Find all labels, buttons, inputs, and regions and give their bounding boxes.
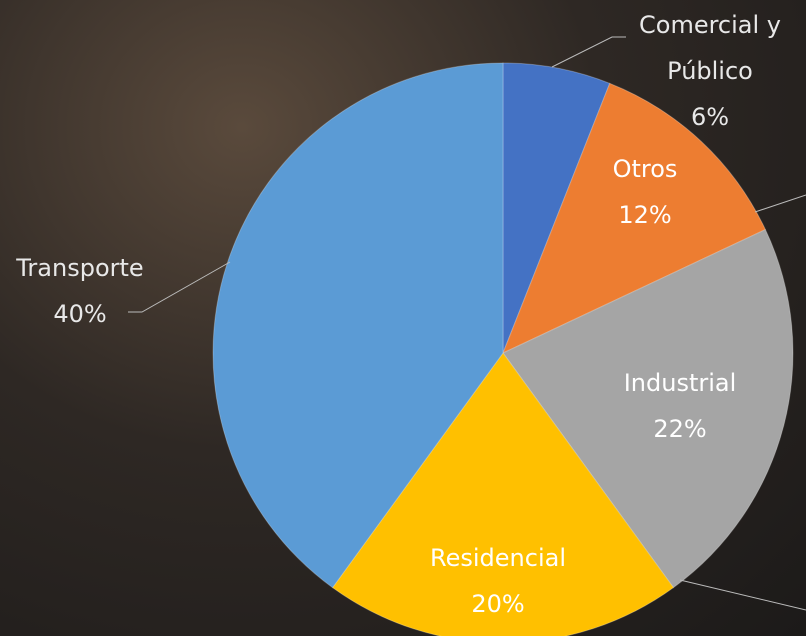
- value-label: 6%: [610, 94, 806, 140]
- leader-line: [680, 580, 806, 610]
- value-label: 20%: [408, 581, 588, 627]
- leader-line: [755, 195, 806, 212]
- category-label: Industrial: [600, 360, 760, 406]
- category-label: Comercial y Público: [635, 2, 785, 94]
- value-label: 22%: [600, 406, 760, 452]
- category-label: Transporte: [0, 245, 160, 291]
- page: {"chart_data": {"type": "pie", "categori…: [0, 0, 806, 636]
- value-label: 12%: [585, 192, 705, 238]
- value-label: 40%: [0, 291, 160, 337]
- category-label: Residencial: [408, 535, 588, 581]
- category-label: Otros: [585, 146, 705, 192]
